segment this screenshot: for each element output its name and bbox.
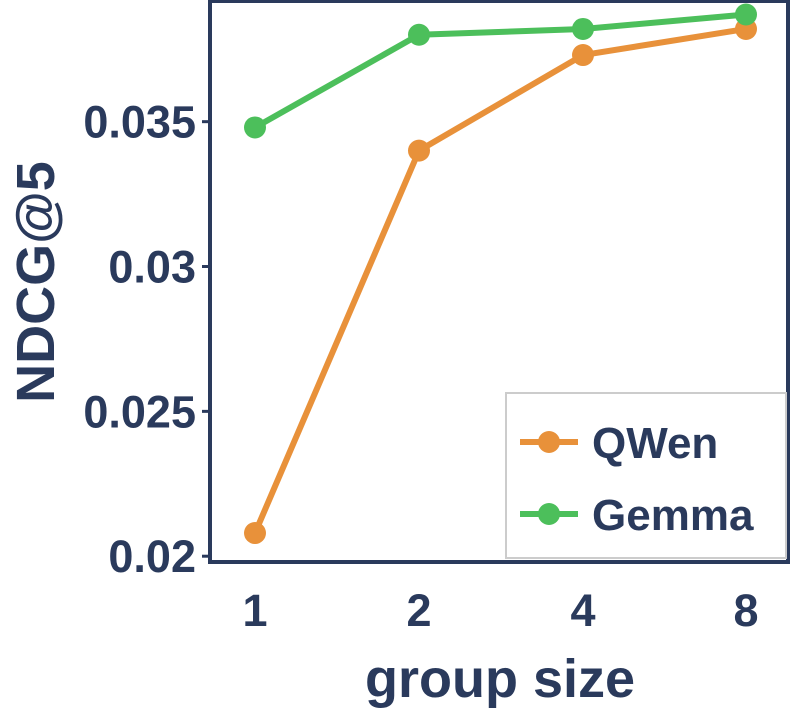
data-point-gemma-4 [572,17,594,40]
legend-swatch-marker [538,431,560,453]
series-line-gemma [252,11,749,131]
y-axis-ticks: 0.02 0.025 0.03 0.035 [83,97,210,582]
x-tick-label: 2 [406,585,431,636]
series-line-qwen [252,25,749,537]
legend-label: QWen [592,419,718,468]
legend-label: Gemma [592,491,754,540]
x-tick-label: 4 [570,585,595,636]
y-tick-label: 0.02 [108,531,196,582]
data-point-qwen-4 [572,44,594,67]
legend-swatch-marker [538,503,560,525]
y-tick-label: 0.025 [83,386,196,437]
series-layer [244,3,757,545]
data-point-gemma-2 [408,23,430,46]
x-axis-ticks: 1 2 4 8 [242,585,758,636]
legend-box [505,392,787,559]
data-point-gemma-1 [244,116,266,139]
y-tick-label: 0.03 [108,242,196,293]
plot-area [208,0,790,564]
y-tick-label: 0.035 [83,97,196,148]
legend: QWen Gemma [505,392,787,559]
y-axis-title: NDCG@5 [6,161,66,403]
data-point-qwen-1 [244,522,266,545]
x-tick-label: 8 [733,585,758,636]
data-point-gemma-8 [735,3,757,26]
data-point-qwen-2 [408,139,430,162]
plot-frame [208,0,790,564]
x-axis-title: group size [365,649,635,709]
x-tick-label: 1 [242,585,267,636]
